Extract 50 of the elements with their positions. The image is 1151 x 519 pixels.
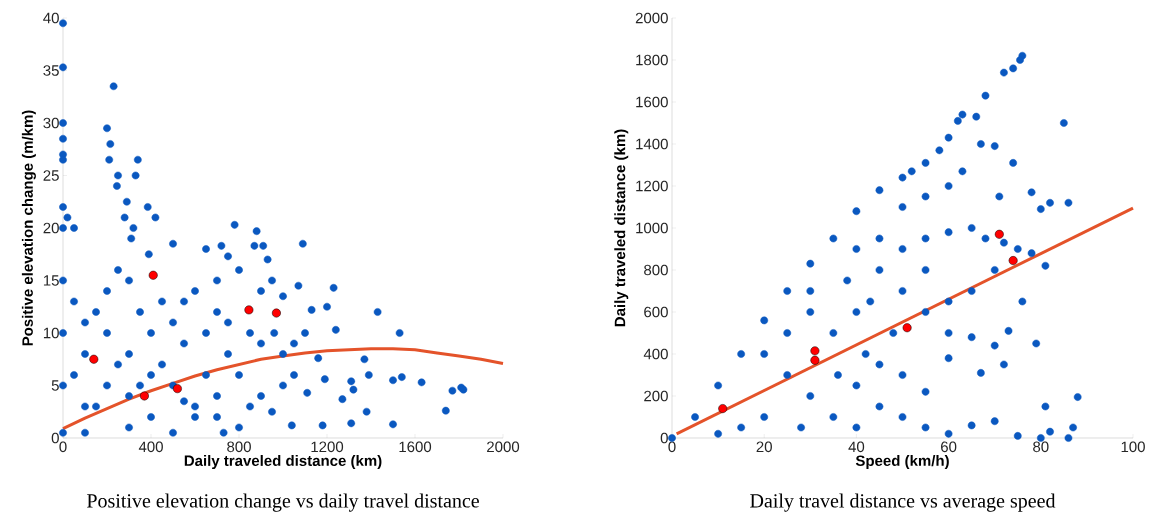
x-tick-label: 400 bbox=[138, 441, 163, 453]
y-tick-label: 2000 bbox=[635, 12, 668, 24]
x-axis-title: Speed (km/h) bbox=[855, 455, 949, 469]
x-tick-label: 0 bbox=[59, 441, 67, 453]
point bbox=[810, 346, 820, 356]
x-tick-label: 100 bbox=[1121, 441, 1145, 453]
x-tick-label: 1200 bbox=[311, 441, 344, 453]
x-tick-label: 1600 bbox=[399, 441, 432, 453]
y-tick-label: 0 bbox=[660, 432, 668, 444]
point bbox=[244, 305, 254, 315]
point bbox=[810, 355, 820, 365]
x-tick-label: 2000 bbox=[487, 441, 520, 453]
y-tick-label: 25 bbox=[43, 170, 59, 181]
text: Positive elevation change vs daily travel distance bbox=[86, 493, 479, 512]
y-tick-label: 0 bbox=[51, 432, 59, 444]
point bbox=[271, 308, 281, 318]
y-tick-label: 10 bbox=[43, 327, 59, 339]
y-tick-label: 800 bbox=[644, 264, 668, 276]
point bbox=[902, 323, 912, 333]
y-tick-label: 1000 bbox=[636, 222, 668, 234]
point bbox=[718, 404, 728, 414]
x-tick-label: 60 bbox=[941, 441, 957, 453]
point bbox=[994, 229, 1004, 239]
y-tick-label: 40 bbox=[43, 12, 59, 24]
point bbox=[89, 354, 99, 364]
point bbox=[148, 270, 158, 280]
y-tick-label: 30 bbox=[43, 117, 59, 129]
point bbox=[139, 391, 149, 401]
y-axis-title: Positive elevation change (m/km) bbox=[21, 110, 36, 346]
text: Daily travel distance vs average speed bbox=[750, 493, 1056, 512]
y-tick-label: 20 bbox=[43, 222, 59, 234]
y-tick-label: 600 bbox=[644, 306, 668, 318]
y-tick-label: 35 bbox=[43, 65, 59, 76]
y-tick-label: 1800 bbox=[636, 54, 668, 66]
y-tick-label: 400 bbox=[643, 348, 668, 360]
y-tick-label: 1400 bbox=[636, 138, 668, 150]
x-tick-label: 40 bbox=[848, 441, 865, 453]
y-axis-title: Daily traveled distance (km) bbox=[614, 129, 629, 327]
point bbox=[172, 384, 182, 394]
y-tick-label: 200 bbox=[644, 390, 668, 402]
x-tick-label: 800 bbox=[227, 441, 251, 453]
y-tick-label: 15 bbox=[43, 275, 59, 286]
x-axis-title: Daily traveled distance (km) bbox=[184, 455, 382, 469]
x-tick-label: 80 bbox=[1033, 441, 1049, 453]
point bbox=[1008, 256, 1018, 265]
y-tick-label: 1200 bbox=[636, 180, 668, 192]
x-tick-label: 20 bbox=[756, 441, 772, 453]
x-tick-label: 0 bbox=[668, 441, 676, 453]
y-tick-label: 1600 bbox=[636, 96, 668, 108]
y-tick-label: 5 bbox=[51, 380, 59, 391]
